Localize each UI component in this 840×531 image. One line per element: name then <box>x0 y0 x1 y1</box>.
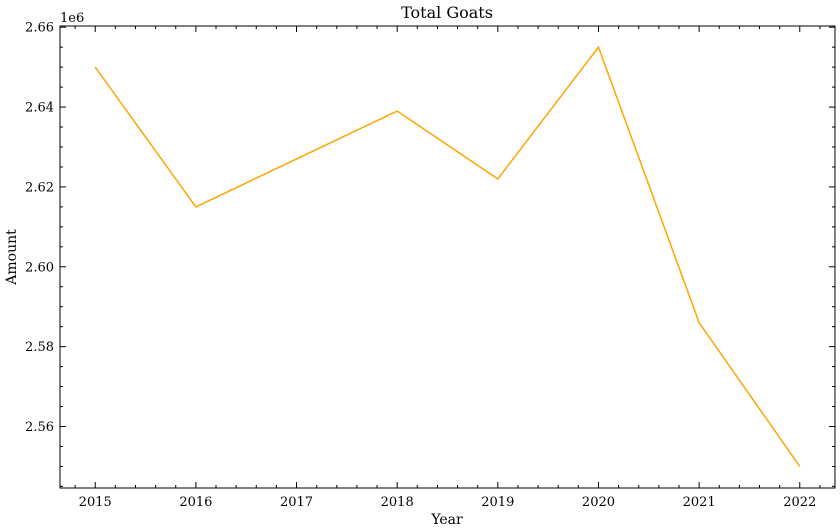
x-tick-label: 2022 <box>783 495 816 510</box>
y-tick-label: 2.62 <box>25 180 54 195</box>
x-tick-label: 2016 <box>179 495 212 510</box>
x-tick-label: 2017 <box>280 495 313 510</box>
x-tick-labels: 2015 2016 2017 2018 2019 2020 2021 2022 <box>79 495 817 510</box>
x-tick-label: 2015 <box>79 495 112 510</box>
y-tick-labels: 2.56 2.58 2.60 2.62 2.64 2.66 <box>25 21 54 435</box>
plot-area <box>59 25 836 489</box>
x-tick-label: 2019 <box>481 495 514 510</box>
series-line <box>94 45 801 467</box>
chart-title: Total Goats <box>401 3 493 22</box>
y-tick-label: 2.66 <box>25 21 54 36</box>
y-tick-label: 2.56 <box>25 420 54 435</box>
x-tick-label: 2020 <box>582 495 615 510</box>
x-tick-label: 2021 <box>683 495 716 510</box>
series-group <box>94 45 801 467</box>
y-axis-label: Amount <box>4 229 20 286</box>
y-tick-label: 2.60 <box>25 260 54 275</box>
y-tick-label: 2.64 <box>25 101 54 116</box>
x-tick-label: 2018 <box>381 495 414 510</box>
y-tick-label: 2.58 <box>25 340 54 355</box>
y-offset-label: 1e6 <box>60 11 84 26</box>
axis-ticks <box>60 26 835 488</box>
x-axis-label: Year <box>430 512 463 528</box>
